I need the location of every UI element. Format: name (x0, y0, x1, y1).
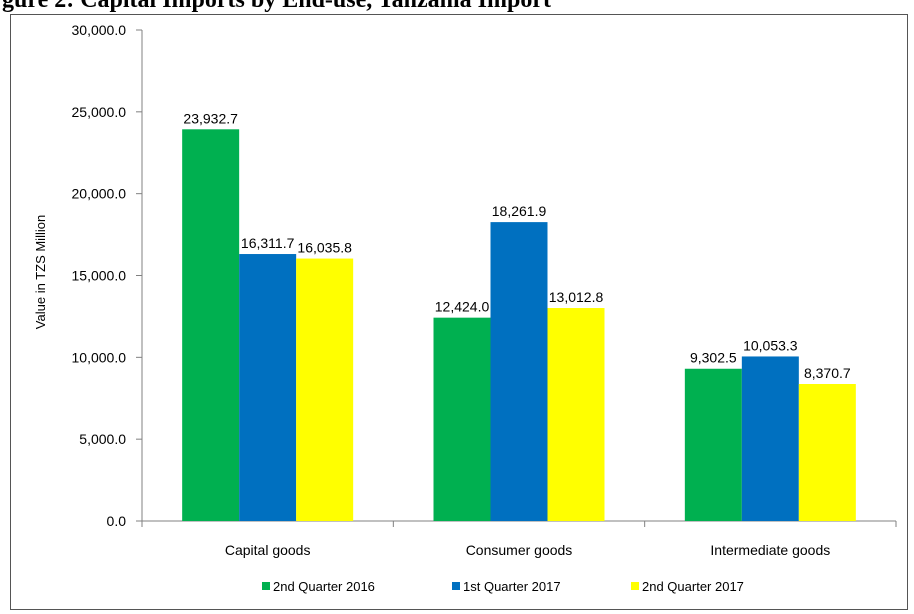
bar (741, 356, 799, 521)
data-label: 23,932.7 (183, 110, 238, 126)
y-axis: 0.0 5,000.0 10,000.0 15,000.0 20,000.0 25,000… (72, 22, 143, 529)
data-label: 16,311.7 (241, 235, 295, 251)
legend-label: 1st Quarter 2017 (463, 579, 561, 594)
bars (182, 129, 856, 521)
legend: 2nd Quarter 2016 1st Quarter 2017 2nd Quar… (262, 579, 744, 594)
legend-swatch (452, 582, 460, 590)
bar (182, 129, 240, 521)
x-tick-label: Consumer goods (466, 542, 573, 558)
data-label: 9,302.5 (690, 350, 737, 366)
x-tick-label: Intermediate goods (710, 542, 830, 558)
y-tick-label: 25,000.0 (72, 104, 127, 120)
bar (490, 222, 548, 521)
data-label: 8,370.7 (804, 365, 851, 381)
y-axis-label: Value in TZS Million (33, 215, 48, 329)
x-tick-label: Capital goods (225, 542, 311, 558)
data-label: 16,035.8 (297, 240, 352, 256)
data-label: 18,261.9 (492, 203, 547, 219)
figure-title-text: gure 2: Capital Imports by End-use, Tanz… (2, 0, 551, 13)
bar (296, 258, 354, 521)
data-label: 13,012.8 (549, 289, 604, 305)
legend-label: 2nd Quarter 2017 (642, 579, 744, 594)
bar (239, 254, 297, 521)
legend-swatch (262, 582, 270, 590)
legend-label: 2nd Quarter 2016 (273, 579, 375, 594)
bar (684, 368, 742, 521)
legend-swatch (631, 582, 639, 590)
data-labels: 23,932.7 16,311.7 16,035.8 12,424.0 18,261.9… (183, 110, 850, 381)
y-tick-label: 20,000.0 (72, 186, 127, 202)
y-tick-label: 10,000.0 (72, 349, 127, 365)
chart-frame (10, 14, 908, 610)
y-tick-label: 0.0 (107, 513, 127, 529)
x-axis: Capital goods Consumer goods Intermediate … (141, 520, 897, 558)
figure-title: gure 2: Capital Imports by End-use, Tanz… (0, 0, 914, 14)
bar (547, 308, 605, 521)
y-tick-label: 5,000.0 (79, 431, 126, 447)
data-label: 10,053.3 (743, 337, 798, 353)
y-tick-label: 30,000.0 (72, 22, 127, 38)
bar (433, 317, 491, 521)
y-tick-label: 15,000.0 (72, 268, 127, 284)
data-label: 12,424.0 (435, 299, 490, 315)
bar (798, 383, 856, 521)
